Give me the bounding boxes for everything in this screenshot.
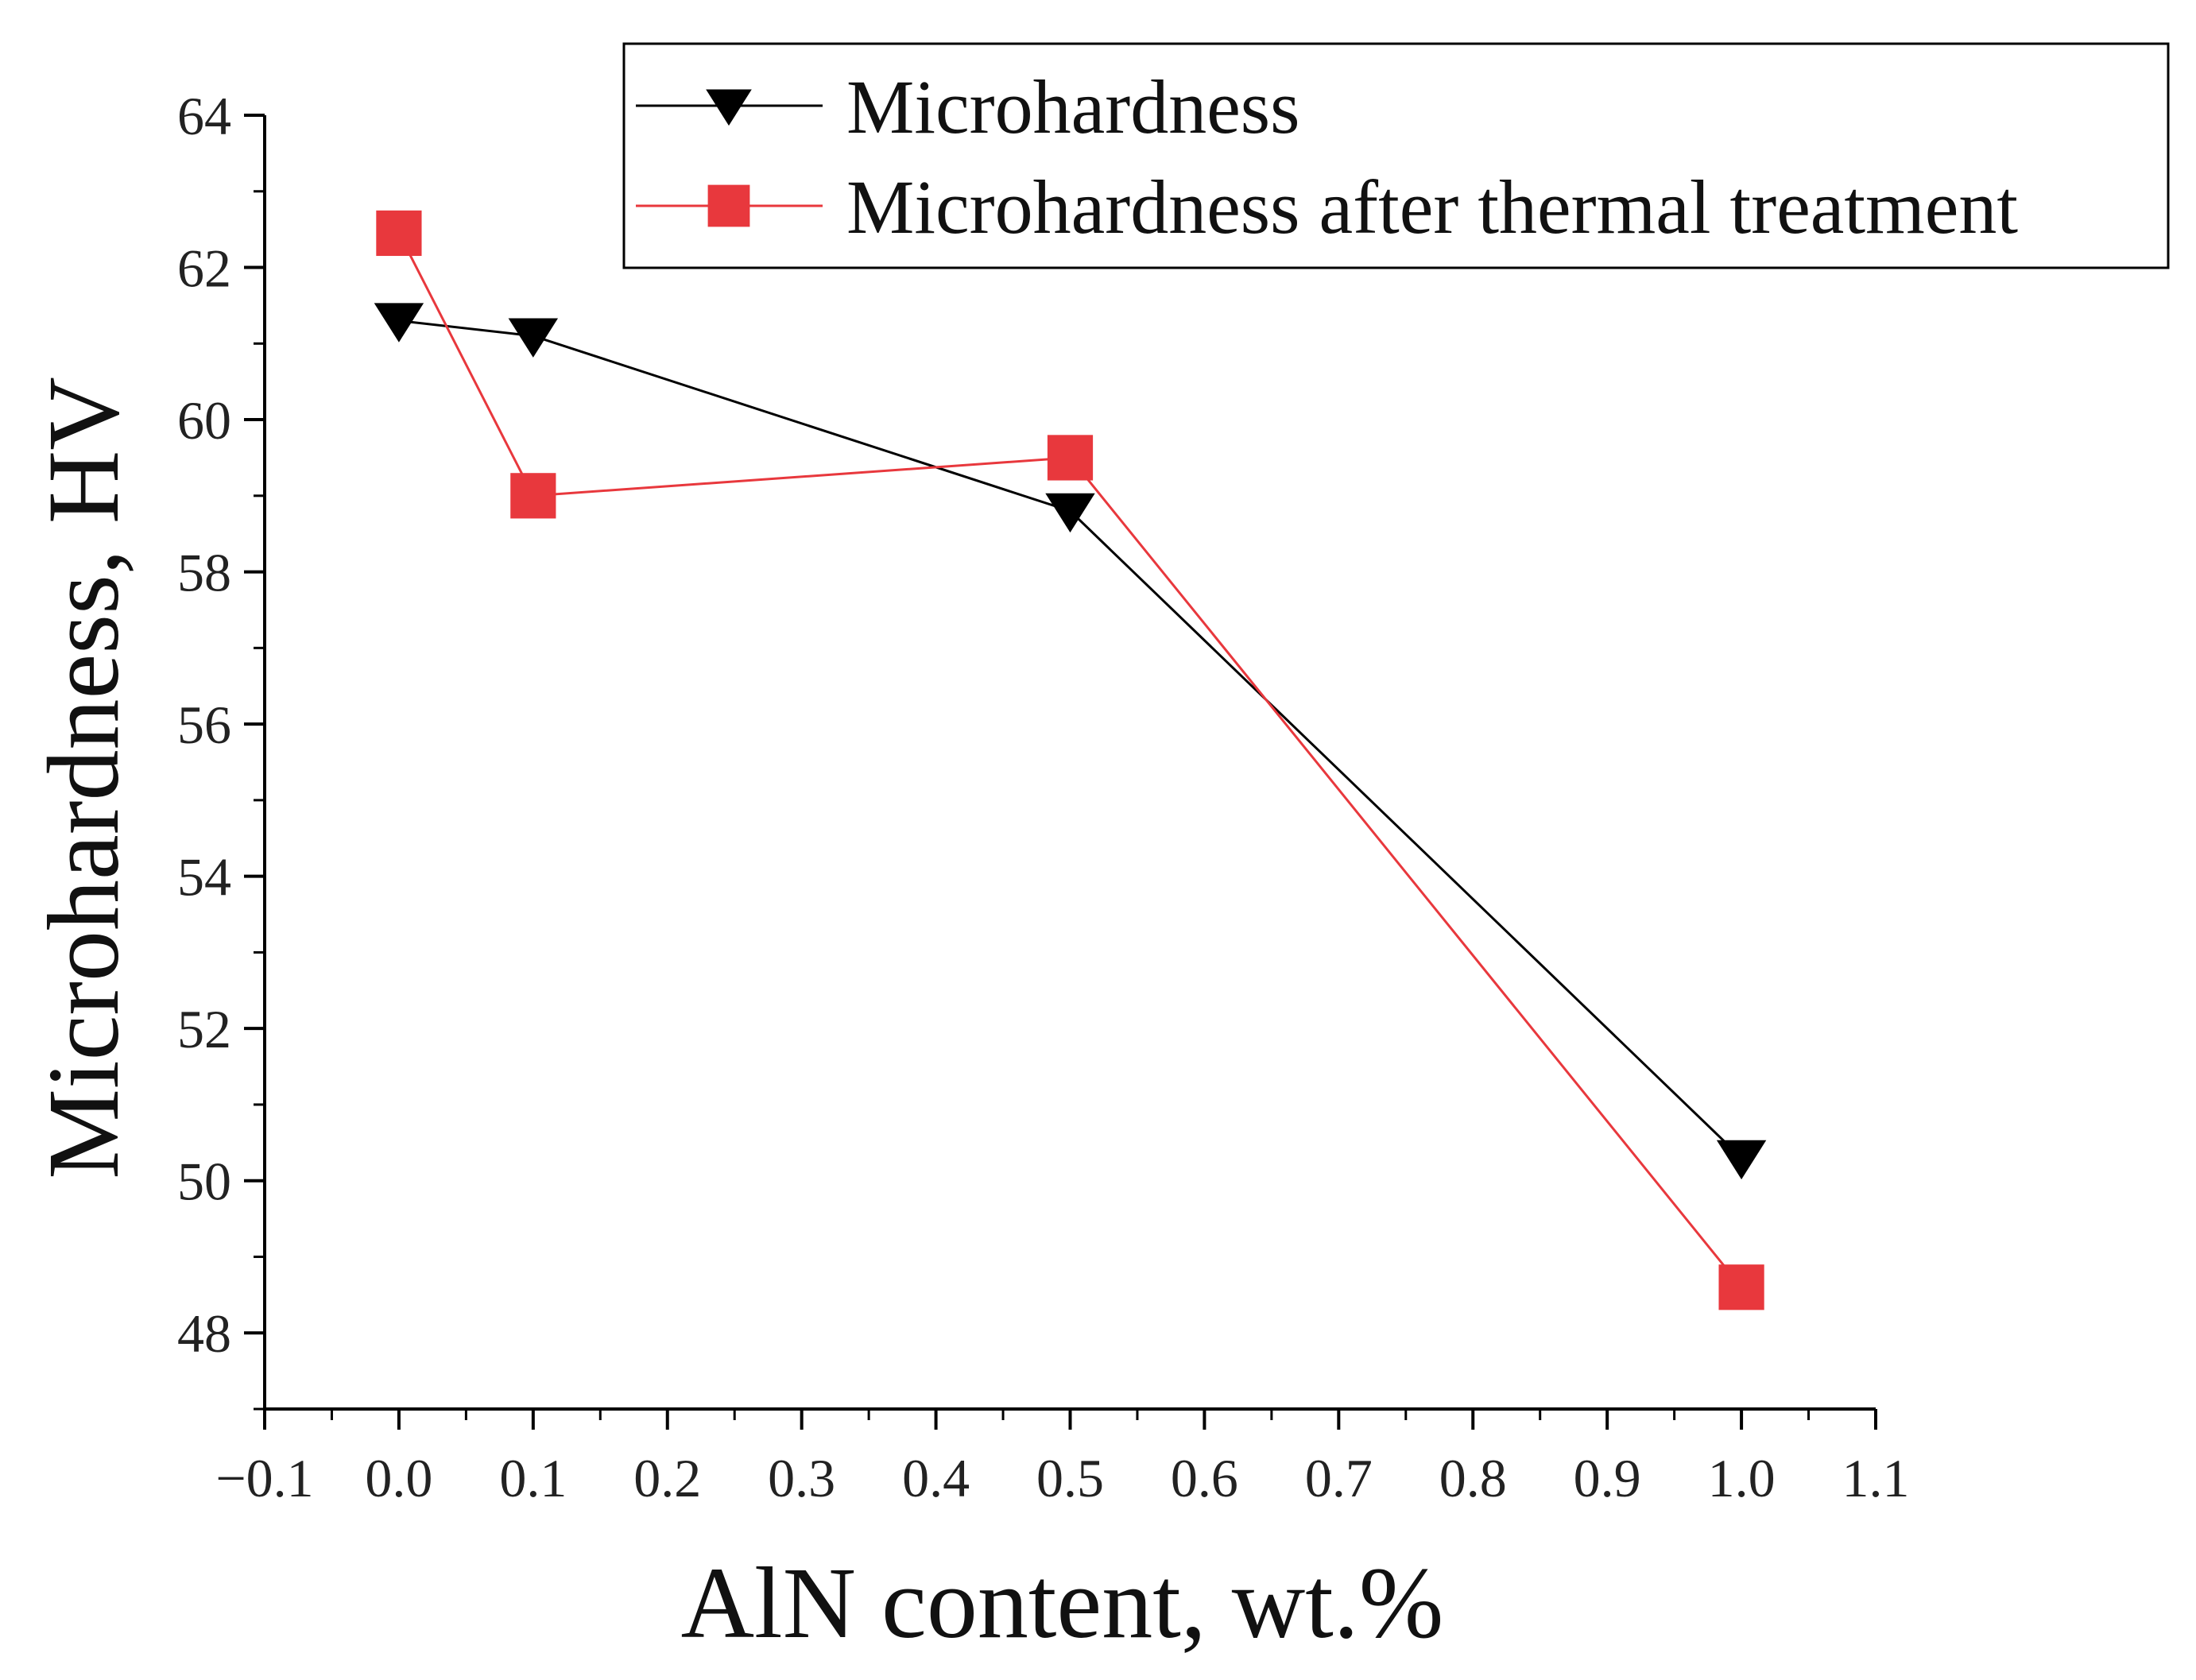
x-tick-label: 1.1 — [1842, 1448, 1910, 1508]
series-2 — [376, 210, 1764, 1310]
y-axis-title: Microhardness, HV — [27, 377, 140, 1179]
data-point — [376, 210, 422, 257]
series-line — [398, 319, 1743, 1159]
x-tick-label: 0.3 — [768, 1448, 835, 1508]
legend-label: Microhardness — [846, 64, 1300, 149]
x-tick-label: 0.1 — [499, 1448, 567, 1508]
legend-label: Microhardness after thermal treatment — [846, 165, 2018, 250]
legend-marker — [707, 184, 750, 227]
data-point — [374, 303, 424, 343]
data-point — [508, 318, 559, 358]
x-tick-label: 0.8 — [1439, 1448, 1507, 1508]
x-tick-label: 0.7 — [1305, 1448, 1373, 1508]
legend: Microhardness Microhardness after thermal… — [622, 42, 2170, 269]
x-tick-label: 0.5 — [1036, 1448, 1104, 1508]
series-line — [397, 232, 1743, 1288]
data-point — [510, 473, 556, 519]
legend-box — [622, 42, 2170, 269]
series-layer — [374, 210, 1767, 1310]
axes: −0.1 0.0 0.1 0.2 0.3 0.4 0.5 0.6 0.7 0.8 0.9 1.0 1.1… — [177, 86, 1910, 1508]
y-tick-label: 64 — [177, 86, 231, 146]
y-tick-label: 56 — [177, 695, 231, 755]
y-tick-label: 62 — [177, 238, 231, 299]
y-tick-label: 52 — [177, 999, 231, 1059]
series-1 — [374, 303, 1767, 1180]
x-tick-label: −0.1 — [215, 1448, 313, 1508]
y-tick-label: 60 — [177, 390, 231, 451]
x-tick-label: 0.9 — [1574, 1448, 1641, 1508]
y-tick-label: 54 — [177, 847, 231, 908]
x-tick-label: 0.6 — [1171, 1448, 1238, 1508]
y-tick-label: 48 — [177, 1303, 231, 1364]
y-tick-label: 58 — [177, 543, 231, 603]
x-tick-label: 0.0 — [365, 1448, 432, 1508]
y-tick-label: 50 — [177, 1152, 231, 1212]
data-point — [1718, 1264, 1764, 1310]
x-axis-title: AlN content, wt.% — [681, 1546, 1444, 1659]
data-point — [1045, 493, 1095, 533]
data-point — [1716, 1140, 1767, 1180]
legend-marker — [706, 89, 752, 126]
x-tick-label: 0.4 — [902, 1448, 970, 1508]
x-tick-label: 1.0 — [1708, 1448, 1776, 1508]
x-tick-label: 0.2 — [633, 1448, 701, 1508]
data-point — [1047, 435, 1094, 481]
